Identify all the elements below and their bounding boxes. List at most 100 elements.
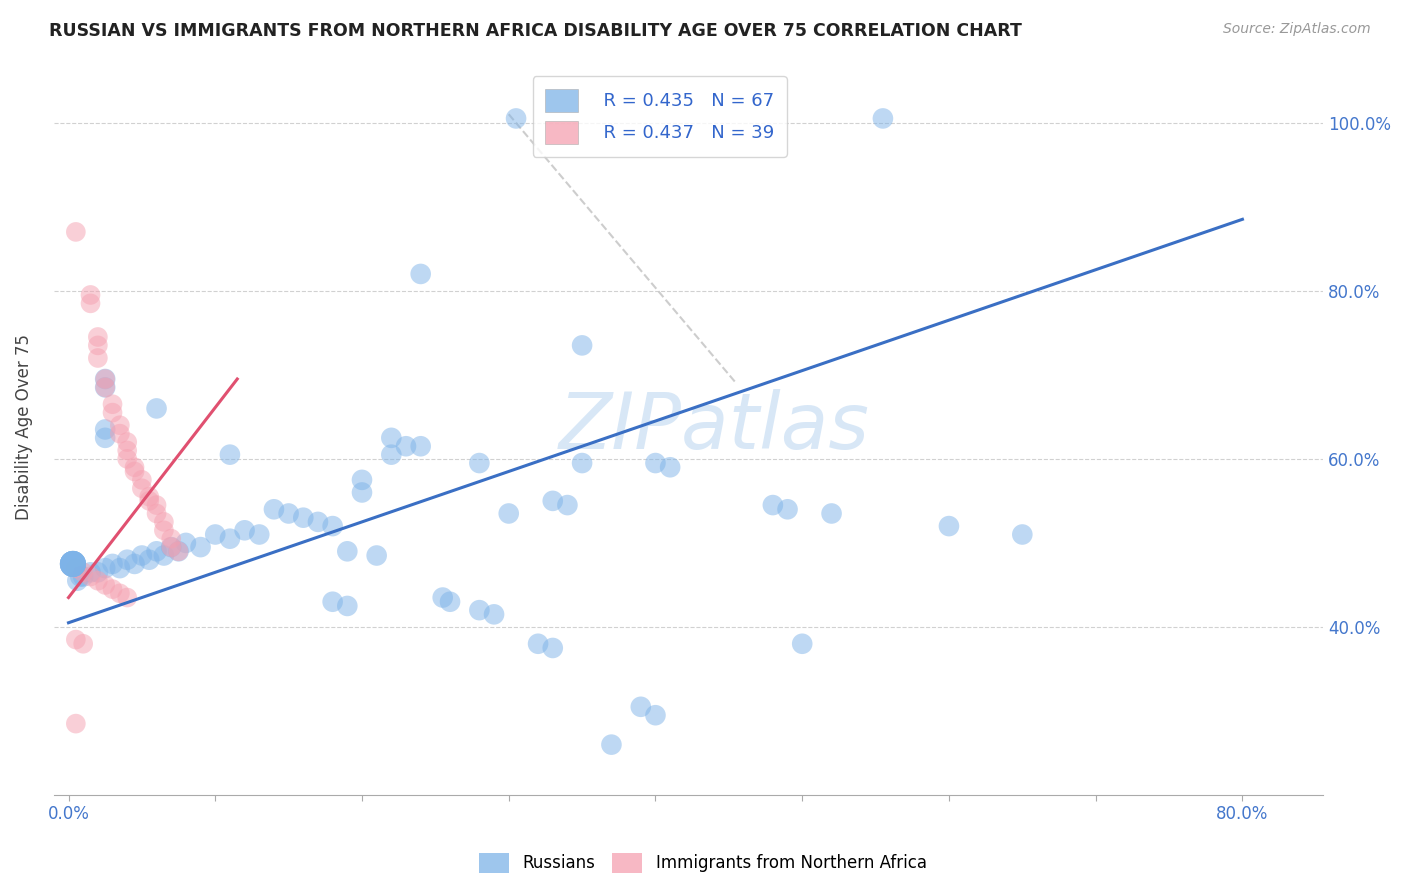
- Point: [644, 708, 666, 723]
- Point: [145, 544, 167, 558]
- Point: [145, 498, 167, 512]
- Point: [167, 544, 190, 558]
- Point: [872, 112, 894, 126]
- Point: [62, 557, 84, 571]
- Point: [409, 439, 432, 453]
- Point: [72, 637, 94, 651]
- Point: [527, 637, 550, 651]
- Point: [432, 591, 454, 605]
- Point: [131, 473, 153, 487]
- Point: [174, 536, 197, 550]
- Point: [138, 494, 160, 508]
- Point: [131, 549, 153, 563]
- Point: [336, 599, 359, 613]
- Point: [124, 460, 146, 475]
- Point: [101, 406, 124, 420]
- Point: [292, 510, 315, 524]
- Point: [115, 591, 138, 605]
- Point: [644, 456, 666, 470]
- Point: [204, 527, 226, 541]
- Point: [87, 566, 110, 580]
- Point: [131, 481, 153, 495]
- Point: [541, 640, 564, 655]
- Legend:   R = 0.435   N = 67,   R = 0.437   N = 39: R = 0.435 N = 67, R = 0.437 N = 39: [533, 76, 787, 157]
- Point: [336, 544, 359, 558]
- Point: [79, 569, 101, 583]
- Point: [69, 569, 91, 583]
- Point: [322, 519, 344, 533]
- Point: [115, 435, 138, 450]
- Point: [62, 557, 84, 571]
- Point: [94, 578, 117, 592]
- Point: [62, 557, 84, 571]
- Point: [94, 431, 117, 445]
- Point: [65, 561, 87, 575]
- Point: [94, 380, 117, 394]
- Point: [247, 527, 270, 541]
- Point: [630, 699, 652, 714]
- Point: [101, 582, 124, 596]
- Point: [482, 607, 505, 622]
- Point: [94, 422, 117, 436]
- Text: Source: ZipAtlas.com: Source: ZipAtlas.com: [1223, 22, 1371, 37]
- Point: [468, 603, 491, 617]
- Point: [557, 498, 579, 512]
- Point: [167, 544, 190, 558]
- Point: [79, 288, 101, 302]
- Point: [219, 448, 242, 462]
- Point: [1011, 527, 1033, 541]
- Point: [160, 532, 183, 546]
- Point: [138, 490, 160, 504]
- Point: [541, 494, 564, 508]
- Point: [65, 632, 87, 647]
- Point: [138, 552, 160, 566]
- Point: [277, 507, 299, 521]
- Point: [322, 595, 344, 609]
- Point: [108, 418, 131, 433]
- Legend: Russians, Immigrants from Northern Africa: Russians, Immigrants from Northern Afric…: [472, 847, 934, 880]
- Point: [263, 502, 285, 516]
- Point: [87, 330, 110, 344]
- Point: [233, 524, 256, 538]
- Point: [87, 338, 110, 352]
- Point: [115, 451, 138, 466]
- Point: [762, 498, 785, 512]
- Point: [79, 296, 101, 310]
- Point: [62, 557, 84, 571]
- Point: [395, 439, 418, 453]
- Point: [87, 574, 110, 588]
- Point: [108, 586, 131, 600]
- Point: [79, 566, 101, 580]
- Point: [94, 372, 117, 386]
- Point: [219, 532, 242, 546]
- Point: [409, 267, 432, 281]
- Point: [659, 460, 682, 475]
- Point: [571, 456, 593, 470]
- Point: [94, 380, 117, 394]
- Point: [115, 443, 138, 458]
- Point: [820, 507, 842, 521]
- Point: [115, 552, 138, 566]
- Text: RUSSIAN VS IMMIGRANTS FROM NORTHERN AFRICA DISABILITY AGE OVER 75 CORRELATION CH: RUSSIAN VS IMMIGRANTS FROM NORTHERN AFRI…: [49, 22, 1022, 40]
- Point: [600, 738, 623, 752]
- Point: [72, 566, 94, 580]
- Point: [62, 557, 84, 571]
- Point: [366, 549, 388, 563]
- Point: [468, 456, 491, 470]
- Point: [380, 431, 402, 445]
- Point: [62, 557, 84, 571]
- Point: [153, 515, 176, 529]
- Point: [62, 557, 84, 571]
- Point: [307, 515, 329, 529]
- Point: [62, 557, 84, 571]
- Point: [145, 507, 167, 521]
- Point: [87, 351, 110, 365]
- Point: [145, 401, 167, 416]
- Point: [65, 225, 87, 239]
- Point: [101, 557, 124, 571]
- Point: [66, 574, 89, 588]
- Point: [101, 397, 124, 411]
- Point: [380, 448, 402, 462]
- Point: [108, 426, 131, 441]
- Point: [108, 561, 131, 575]
